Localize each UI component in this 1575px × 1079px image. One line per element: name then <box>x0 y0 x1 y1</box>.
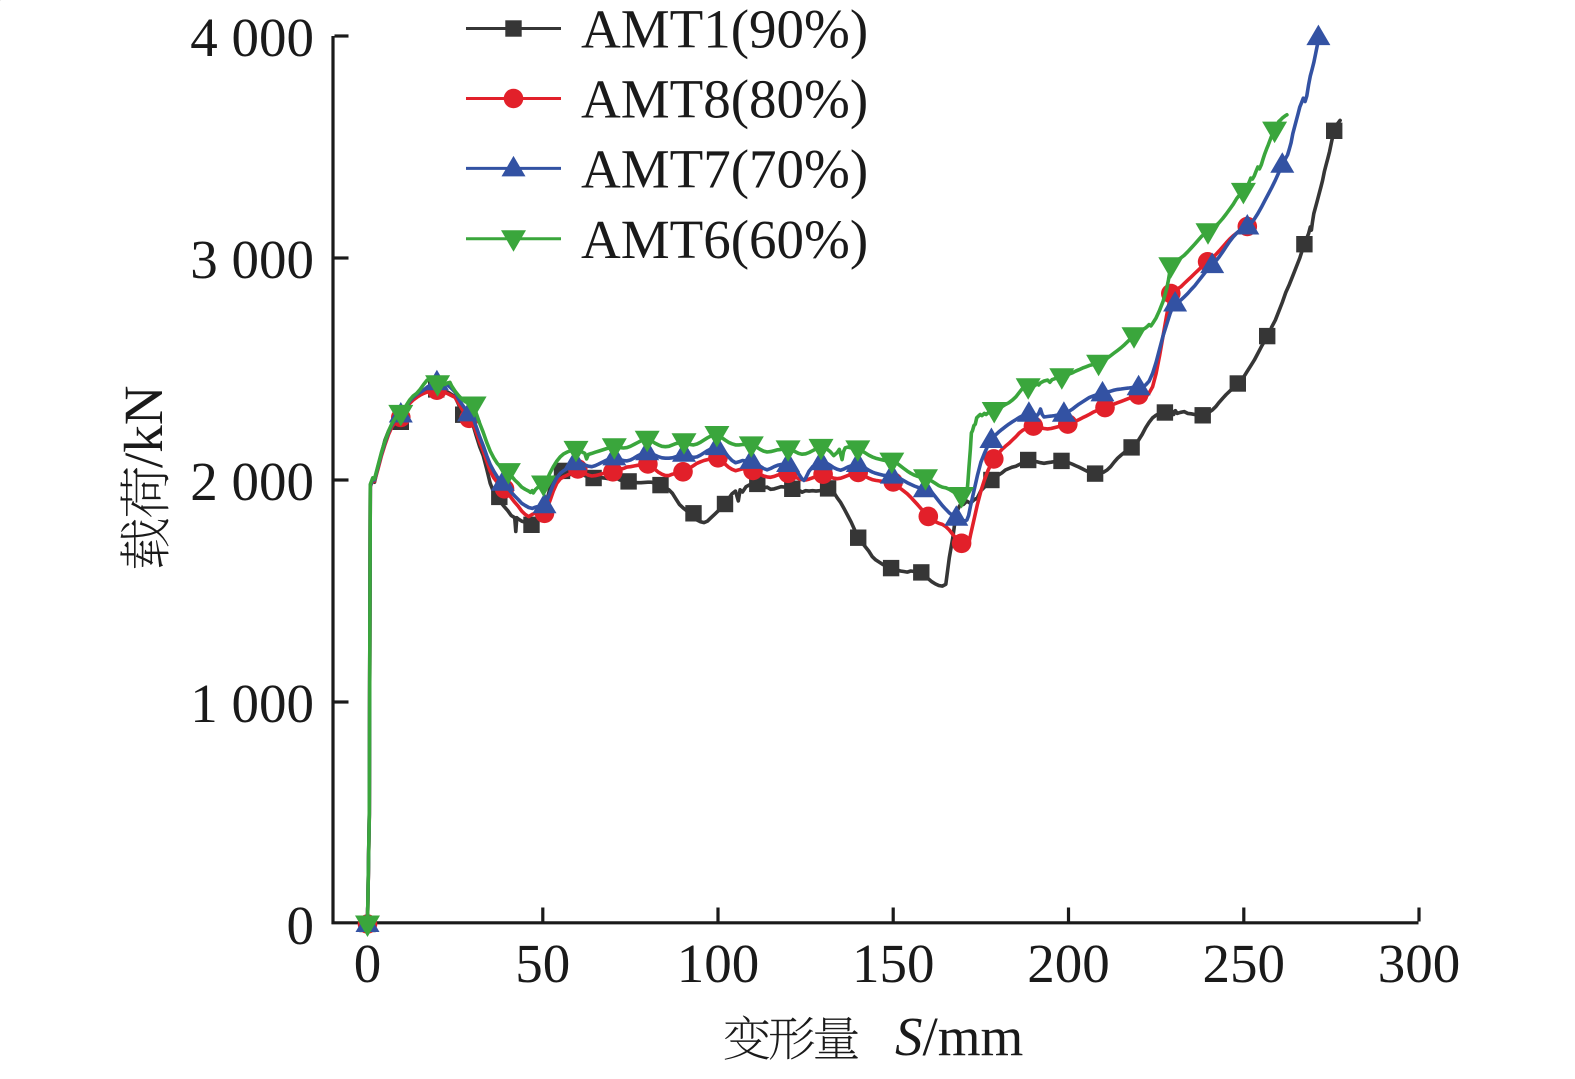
svg-text:250: 250 <box>1203 933 1286 994</box>
svg-text:AMT1(90%): AMT1(90%) <box>581 0 868 60</box>
svg-text:3 000: 3 000 <box>190 229 314 290</box>
svg-text:AMT8(80%): AMT8(80%) <box>581 69 868 130</box>
svg-text:300: 300 <box>1378 933 1461 994</box>
svg-text:4 000: 4 000 <box>190 7 314 68</box>
svg-text:AMT7(70%): AMT7(70%) <box>581 138 868 199</box>
svg-text:50: 50 <box>515 933 570 994</box>
svg-text:/kN: /kN <box>113 386 174 469</box>
svg-text:2 000: 2 000 <box>190 451 314 512</box>
svg-text:150: 150 <box>852 933 935 994</box>
svg-text:100: 100 <box>677 933 760 994</box>
svg-text:AMT6(60%): AMT6(60%) <box>581 209 868 270</box>
svg-text:200: 200 <box>1027 933 1110 994</box>
svg-text:0: 0 <box>287 895 315 956</box>
svg-text:1 000: 1 000 <box>190 673 314 734</box>
svg-text:0: 0 <box>354 933 382 994</box>
svg-text:S/mm: S/mm <box>895 1006 1023 1067</box>
